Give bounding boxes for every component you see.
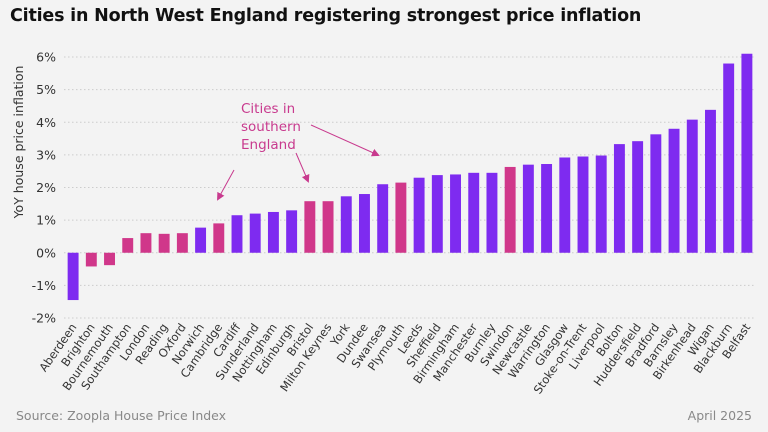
bar — [431, 175, 443, 253]
bar — [195, 227, 207, 253]
bar — [450, 174, 461, 253]
bar — [395, 182, 407, 253]
y-tick-label: 6% — [36, 50, 56, 65]
y-tick-label: 0% — [36, 245, 56, 260]
bar — [377, 184, 389, 253]
bar — [249, 213, 261, 253]
y-axis-label: YoY house price inflation — [11, 66, 26, 220]
bar — [468, 172, 480, 253]
source-note: Source: Zoopla House Price Index — [16, 408, 227, 423]
bar — [686, 119, 698, 253]
bar — [504, 166, 516, 253]
bar — [613, 144, 625, 253]
y-tick-label: 3% — [36, 147, 56, 162]
y-tick-label: 1% — [36, 213, 56, 228]
y-tick-label: 5% — [36, 82, 56, 97]
bar — [723, 63, 735, 253]
bar — [304, 201, 316, 253]
bar — [286, 210, 298, 253]
bar — [231, 215, 243, 253]
bar — [158, 233, 170, 253]
bar — [522, 164, 534, 253]
bar — [577, 156, 589, 253]
bar — [213, 223, 225, 253]
bar — [741, 53, 753, 253]
bar — [122, 238, 134, 253]
bar — [413, 177, 425, 253]
bar — [67, 252, 79, 301]
y-tick-label: -1% — [32, 278, 56, 293]
bar — [632, 141, 644, 253]
bar — [267, 211, 279, 253]
bar — [322, 201, 334, 253]
bar — [541, 164, 553, 253]
bar — [176, 233, 188, 253]
bar — [668, 128, 680, 253]
bar — [559, 157, 571, 253]
annotation-arrow — [310, 124, 380, 157]
y-tick-labels: -2% -1% 0% 1% 2% 3% 4% 5% 6% — [32, 50, 56, 326]
y-tick-label: 2% — [36, 180, 56, 195]
bar — [359, 194, 370, 253]
annotation-arrow — [217, 169, 235, 201]
bars — [67, 53, 753, 301]
y-tick-label: -2% — [32, 311, 56, 326]
annotation-text: Cities in — [241, 101, 295, 117]
bar — [104, 252, 115, 266]
chart-title: Cities in North West England registering… — [10, 6, 642, 26]
bar — [486, 172, 498, 253]
bar — [705, 109, 716, 253]
y-tick-label: 4% — [36, 115, 56, 130]
x-tick-labels: AberdeenBrightonBournemouthSouthamptonLo… — [36, 320, 753, 397]
bar — [595, 155, 607, 253]
annotation-text: England — [241, 137, 296, 153]
date-label: April 2025 — [687, 408, 752, 423]
annotation: Cities in southern England — [217, 101, 380, 201]
bar — [650, 134, 662, 253]
annotation-text: southern — [241, 119, 301, 135]
bar — [340, 196, 352, 253]
annotation-arrow — [295, 152, 310, 183]
bar — [140, 233, 152, 253]
bar — [85, 252, 97, 267]
